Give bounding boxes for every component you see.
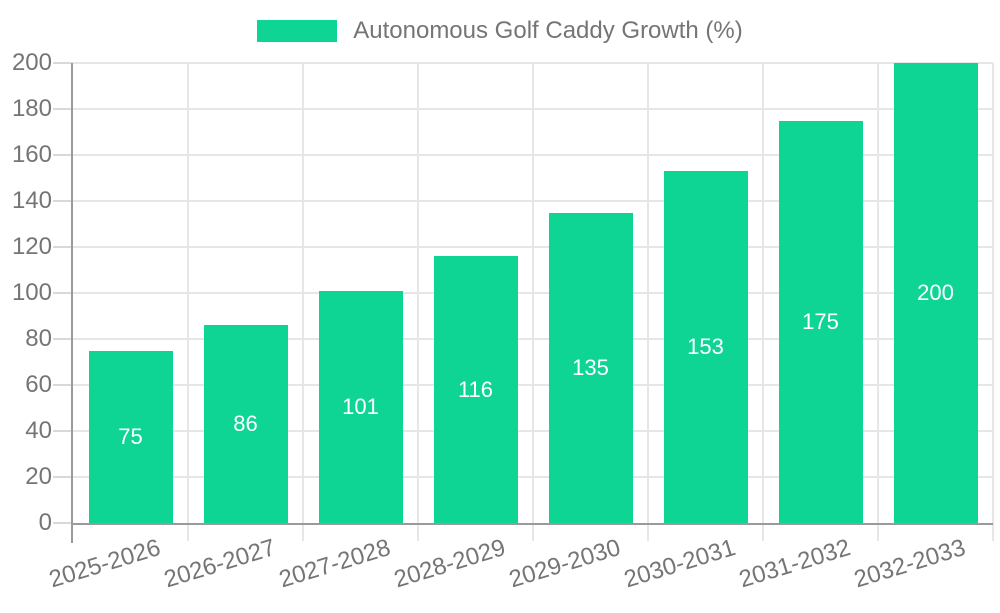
y-tick-label: 100 — [11, 279, 52, 306]
y-tick-label: 180 — [11, 95, 52, 122]
gridline-horizontal — [55, 154, 993, 156]
bar: 153 — [663, 171, 748, 523]
gridline-vertical — [992, 63, 994, 541]
gridline-vertical — [302, 63, 304, 541]
bar-chart: Autonomous Golf Caddy Growth (%) 0 20 40 60… — [0, 17, 1000, 594]
gridline-vertical — [877, 63, 879, 541]
y-tick-mark — [53, 522, 71, 524]
legend: Autonomous Golf Caddy Growth (%) — [0, 18, 1000, 44]
gridline-vertical — [532, 63, 534, 541]
legend-swatch — [257, 20, 338, 42]
plot-area: 75 86 101 116 135 153 175 200 — [55, 62, 994, 541]
gridline-horizontal — [55, 430, 993, 432]
bar-value-label: 101 — [342, 393, 379, 419]
gridline-horizontal — [55, 384, 993, 386]
bar-value-label: 75 — [118, 423, 143, 449]
gridline-vertical — [762, 63, 764, 541]
bar-value-label: 135 — [572, 354, 609, 380]
bar: 75 — [88, 350, 173, 523]
y-tick-mark — [53, 338, 71, 340]
gridline-horizontal — [55, 338, 993, 340]
gridline-horizontal — [55, 246, 993, 248]
bar: 116 — [433, 256, 518, 523]
y-axis-line — [71, 63, 73, 543]
bar-value-label: 200 — [917, 280, 954, 305]
bar: 101 — [318, 290, 403, 523]
y-tick-mark — [53, 154, 71, 156]
y-tick-label: 160 — [11, 141, 52, 168]
gridline-vertical — [647, 63, 649, 541]
y-tick-label: 40 — [25, 417, 52, 444]
y-tick-mark — [53, 476, 71, 478]
y-tick-mark — [53, 384, 71, 386]
gridline-horizontal — [55, 200, 993, 202]
y-tick-label: 60 — [25, 371, 52, 398]
bar-value-label: 153 — [687, 334, 724, 360]
y-tick-label: 140 — [11, 187, 52, 214]
y-tick-label: 200 — [11, 49, 52, 76]
bar-value-label: 175 — [802, 308, 839, 334]
bar: 135 — [548, 212, 633, 523]
gridline-horizontal — [55, 292, 993, 294]
bar: 200 — [893, 63, 978, 523]
y-tick-mark — [53, 108, 71, 110]
x-axis-line — [71, 523, 993, 525]
bar-value-label: 116 — [457, 376, 494, 402]
gridline-horizontal — [55, 476, 993, 478]
y-tick-mark — [53, 430, 71, 432]
bar-value-label: 86 — [233, 411, 258, 437]
gridline-horizontal — [55, 62, 993, 65]
y-tick-mark — [53, 62, 71, 64]
gridline-vertical — [187, 63, 189, 541]
y-tick-mark — [53, 200, 71, 202]
y-tick-mark — [53, 292, 71, 294]
y-tick-mark — [53, 246, 71, 248]
y-tick-label: 20 — [25, 463, 52, 490]
legend-label: Autonomous Golf Caddy Growth (%) — [353, 17, 743, 44]
y-tick-label: 0 — [38, 509, 52, 536]
y-tick-label: 80 — [25, 325, 52, 352]
bar: 175 — [778, 120, 863, 523]
bar: 86 — [203, 325, 288, 523]
y-tick-label: 120 — [11, 233, 52, 260]
gridline-vertical — [417, 63, 419, 541]
gridline-horizontal — [55, 108, 993, 110]
